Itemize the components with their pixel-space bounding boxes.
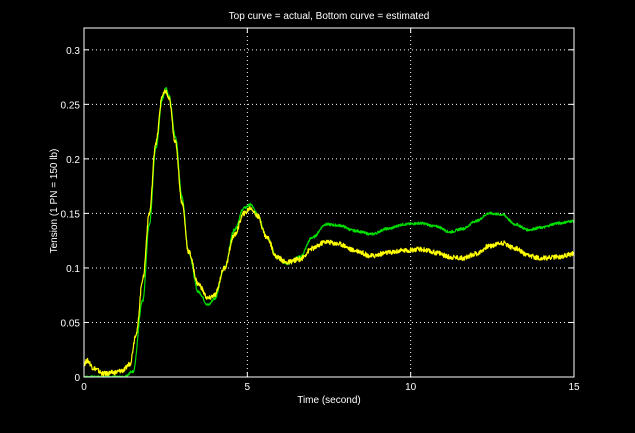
- y-tick-label: 0: [74, 373, 80, 384]
- y-tick-label: 0.3: [66, 46, 80, 57]
- plot-area-frame: [83, 27, 575, 378]
- x-tick-label: 0: [81, 382, 87, 393]
- chart-title: Top curve = actual, Bottom curve = estim…: [229, 11, 430, 22]
- y-tick-label: 0.05: [61, 318, 81, 329]
- series-layer: [83, 87, 575, 378]
- y-tick-label: 0.15: [61, 209, 81, 220]
- series-line-bottom: [83, 89, 575, 377]
- series-line-top: [83, 87, 575, 378]
- y-tick-label: 0.2: [66, 155, 80, 166]
- tick-layer: 0 5 10 15 0 0.05 0.1 0.15 0.2 0.25 0.3: [61, 28, 580, 393]
- y-tick-label: 0.25: [61, 100, 81, 111]
- x-tick-label: 15: [568, 382, 580, 393]
- x-tick-label: 10: [405, 382, 417, 393]
- x-axis-label: Time (second): [297, 395, 361, 406]
- x-tick-label: 5: [245, 382, 251, 393]
- y-axis-label: Tension (1 PN = 150 lb): [49, 149, 60, 254]
- y-tick-label: 0.1: [66, 264, 80, 275]
